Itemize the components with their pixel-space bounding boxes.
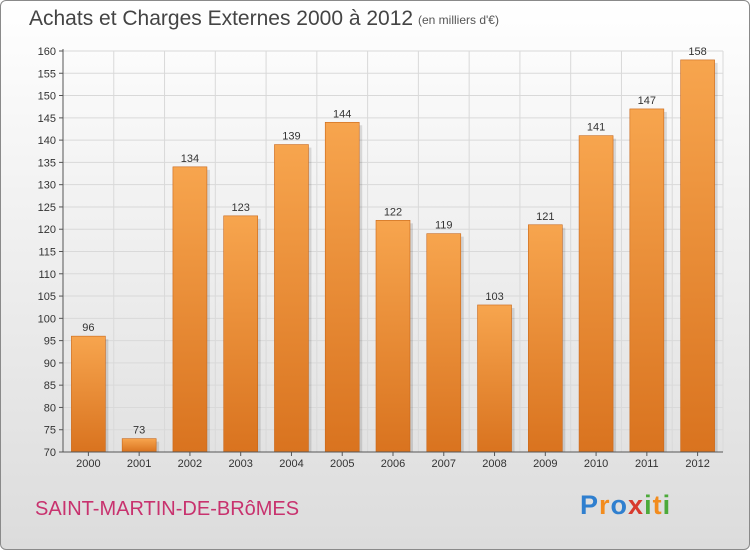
x-tick-label: 2003 (228, 458, 252, 470)
logo-letter: x (628, 490, 645, 520)
y-tick-label: 115 (38, 247, 56, 259)
logo-letter: i (644, 490, 653, 520)
x-tick-label: 2002 (178, 458, 202, 470)
x-tick-label: 2011 (635, 458, 659, 470)
bar (223, 215, 258, 453)
logo-letter: P (580, 490, 600, 520)
bar-value-label: 119 (435, 220, 453, 232)
bar (324, 121, 360, 453)
y-tick-label: 150 (38, 91, 56, 103)
y-tick-label: 140 (38, 135, 56, 147)
logo-letter: t (652, 490, 663, 520)
x-tick-label: 2006 (381, 458, 405, 470)
proxiti-logo: Proxiti (580, 490, 671, 521)
commune-name: SAINT-MARTIN-DE-BRôMES (35, 498, 300, 520)
axes (59, 49, 723, 456)
x-tick-label: 2012 (685, 458, 709, 470)
y-tick-label: 95 (44, 336, 56, 348)
bar (375, 220, 411, 453)
bar (274, 144, 309, 453)
x-tick-label: 2000 (76, 458, 100, 470)
y-tick-label: 75 (44, 425, 56, 437)
bar (578, 135, 614, 453)
bar (680, 59, 715, 453)
bar (172, 166, 208, 453)
y-tick-label: 125 (38, 202, 56, 214)
bar-value-label: 73 (133, 425, 145, 437)
y-tick-label: 130 (38, 180, 56, 192)
bar-value-label: 134 (181, 153, 199, 165)
bar-value-label: 123 (232, 202, 250, 214)
bar-value-label: 144 (333, 108, 351, 120)
y-tick-label: 160 (38, 46, 56, 58)
y-tick-label: 135 (38, 157, 56, 169)
logo-letter: i (662, 490, 672, 520)
bar (71, 335, 106, 453)
bar (528, 224, 563, 453)
x-tick-label: 2007 (432, 458, 456, 470)
y-tick-label: 90 (44, 358, 56, 370)
y-tick-label: 105 (38, 291, 56, 303)
bar-value-label: 121 (536, 211, 554, 223)
y-tick-label: 155 (38, 68, 56, 80)
bar (477, 304, 512, 453)
x-tick-label: 2009 (533, 458, 557, 470)
x-tick-label: 2005 (330, 458, 354, 470)
bars (71, 59, 718, 453)
bar-value-label: 96 (82, 322, 94, 334)
y-tick-label: 100 (38, 313, 56, 325)
logo-letter: o (610, 490, 629, 520)
y-tick-label: 145 (38, 113, 56, 125)
bar-value-label: 139 (282, 131, 300, 143)
bar (121, 438, 157, 453)
chart-title: Achats et Charges Externes 2000 à 2012 (29, 7, 414, 30)
y-tick-label: 120 (38, 224, 56, 236)
y-tick-label: 85 (44, 380, 56, 392)
x-tick-label: 2001 (127, 458, 151, 470)
x-tick-label: 2004 (279, 458, 303, 470)
x-tick-label: 2008 (482, 458, 506, 470)
bar-value-label: 158 (688, 46, 706, 58)
y-tick-label: 80 (44, 402, 56, 414)
bar-value-label: 147 (638, 95, 656, 107)
bar (629, 108, 665, 453)
bar-value-label: 103 (485, 291, 503, 303)
chart-subtitle: (en milliers d'€) (418, 13, 499, 27)
x-tick-label: 2010 (584, 458, 608, 470)
y-tick-label: 110 (38, 269, 56, 281)
bar (426, 233, 462, 453)
y-tick-label: 70 (44, 447, 56, 459)
bar-value-label: 122 (384, 206, 402, 218)
bar-value-label: 141 (587, 122, 605, 134)
logo-letter: r (599, 490, 611, 520)
labels: 70 75 80 85 90 95 100 105 110 115 120 125 130 135 140 1… (38, 46, 710, 470)
